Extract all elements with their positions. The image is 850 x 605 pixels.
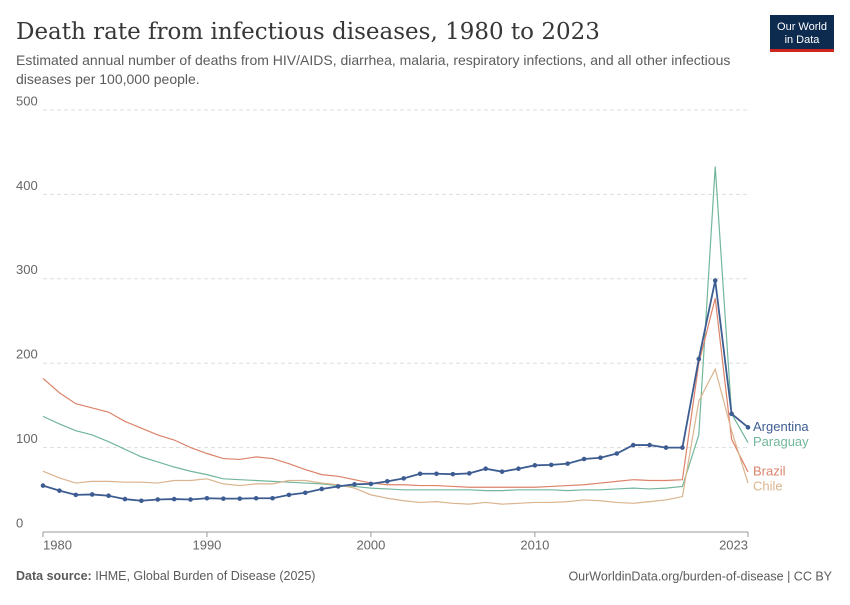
y-tick-label: 300 (16, 262, 38, 277)
logo[interactable]: Our World in Data (770, 15, 834, 52)
point (155, 497, 161, 502)
point (483, 466, 488, 472)
subtitle-box: Estimated annual number of deaths from H… (16, 52, 731, 87)
series-line (42, 280, 749, 502)
point (188, 497, 193, 502)
source: IHME, Global Burden of Disease (2025) (95, 569, 315, 583)
point (450, 471, 456, 477)
point (171, 496, 177, 502)
point (106, 493, 111, 499)
logo-bar (770, 49, 834, 52)
x-tick-label: 2000 (356, 537, 385, 552)
logo-bg (770, 15, 834, 52)
logo-text: in Data (785, 34, 821, 46)
point (303, 490, 308, 496)
chart-subtitle: Estimated annual number of deaths from H… (16, 52, 731, 87)
point (630, 442, 636, 448)
series-line (42, 367, 749, 505)
series-line (42, 166, 749, 492)
chart-title: Death rate from infectious diseases, 198… (16, 19, 600, 45)
point (516, 466, 521, 472)
legend-label: Argentina (753, 419, 809, 434)
x-tick-label: 1990 (192, 537, 221, 552)
legend-label: Brazil (753, 464, 786, 479)
point (581, 456, 587, 462)
point (729, 411, 734, 417)
footer-source: Data source: IHME, Global Burden of Dise… (16, 569, 315, 583)
point (40, 483, 46, 488)
legend-label: Chile (753, 479, 783, 494)
point (401, 476, 406, 481)
y-tick-label: 0 (16, 515, 23, 530)
point (57, 488, 62, 493)
point (417, 471, 423, 477)
series-line (42, 298, 749, 488)
x-tick-label: 1980 (43, 537, 72, 552)
point (532, 463, 538, 468)
point (122, 496, 128, 502)
point (204, 495, 210, 501)
y-tick-label: 400 (16, 178, 38, 193)
point (565, 461, 570, 466)
point (335, 484, 341, 489)
x-tick-label: 2023 (719, 537, 748, 552)
point (139, 498, 144, 504)
plot: 0 100 200 300 400 500 1980 1990 2000 2010 2023 Arge… (16, 93, 809, 552)
point (385, 479, 390, 484)
point (73, 492, 79, 498)
point (253, 495, 259, 501)
point (680, 445, 685, 450)
point (598, 455, 603, 461)
point (270, 495, 275, 501)
point (368, 481, 374, 487)
logo-text: Our World (777, 21, 827, 33)
y-tick-label: 100 (16, 431, 38, 446)
point (352, 482, 357, 487)
point (286, 492, 292, 498)
point (89, 492, 95, 497)
point (434, 471, 439, 477)
point (466, 471, 472, 476)
point (663, 445, 669, 450)
point (221, 496, 226, 501)
point (614, 451, 620, 456)
y-tick-label: 500 (16, 93, 38, 108)
footer-url: OurWorldinData.org/burden-of-disease | C… (568, 569, 832, 583)
x-tick-label: 2010 (520, 537, 549, 552)
point (237, 496, 243, 501)
point (647, 442, 652, 448)
source-label: Data source: (16, 569, 92, 583)
point (712, 278, 718, 283)
point (745, 425, 751, 430)
point (319, 486, 325, 492)
point (548, 462, 554, 468)
legend-label: Paraguay (753, 434, 809, 449)
point (499, 469, 505, 474)
point (696, 356, 702, 362)
y-tick-label: 200 (16, 347, 38, 362)
